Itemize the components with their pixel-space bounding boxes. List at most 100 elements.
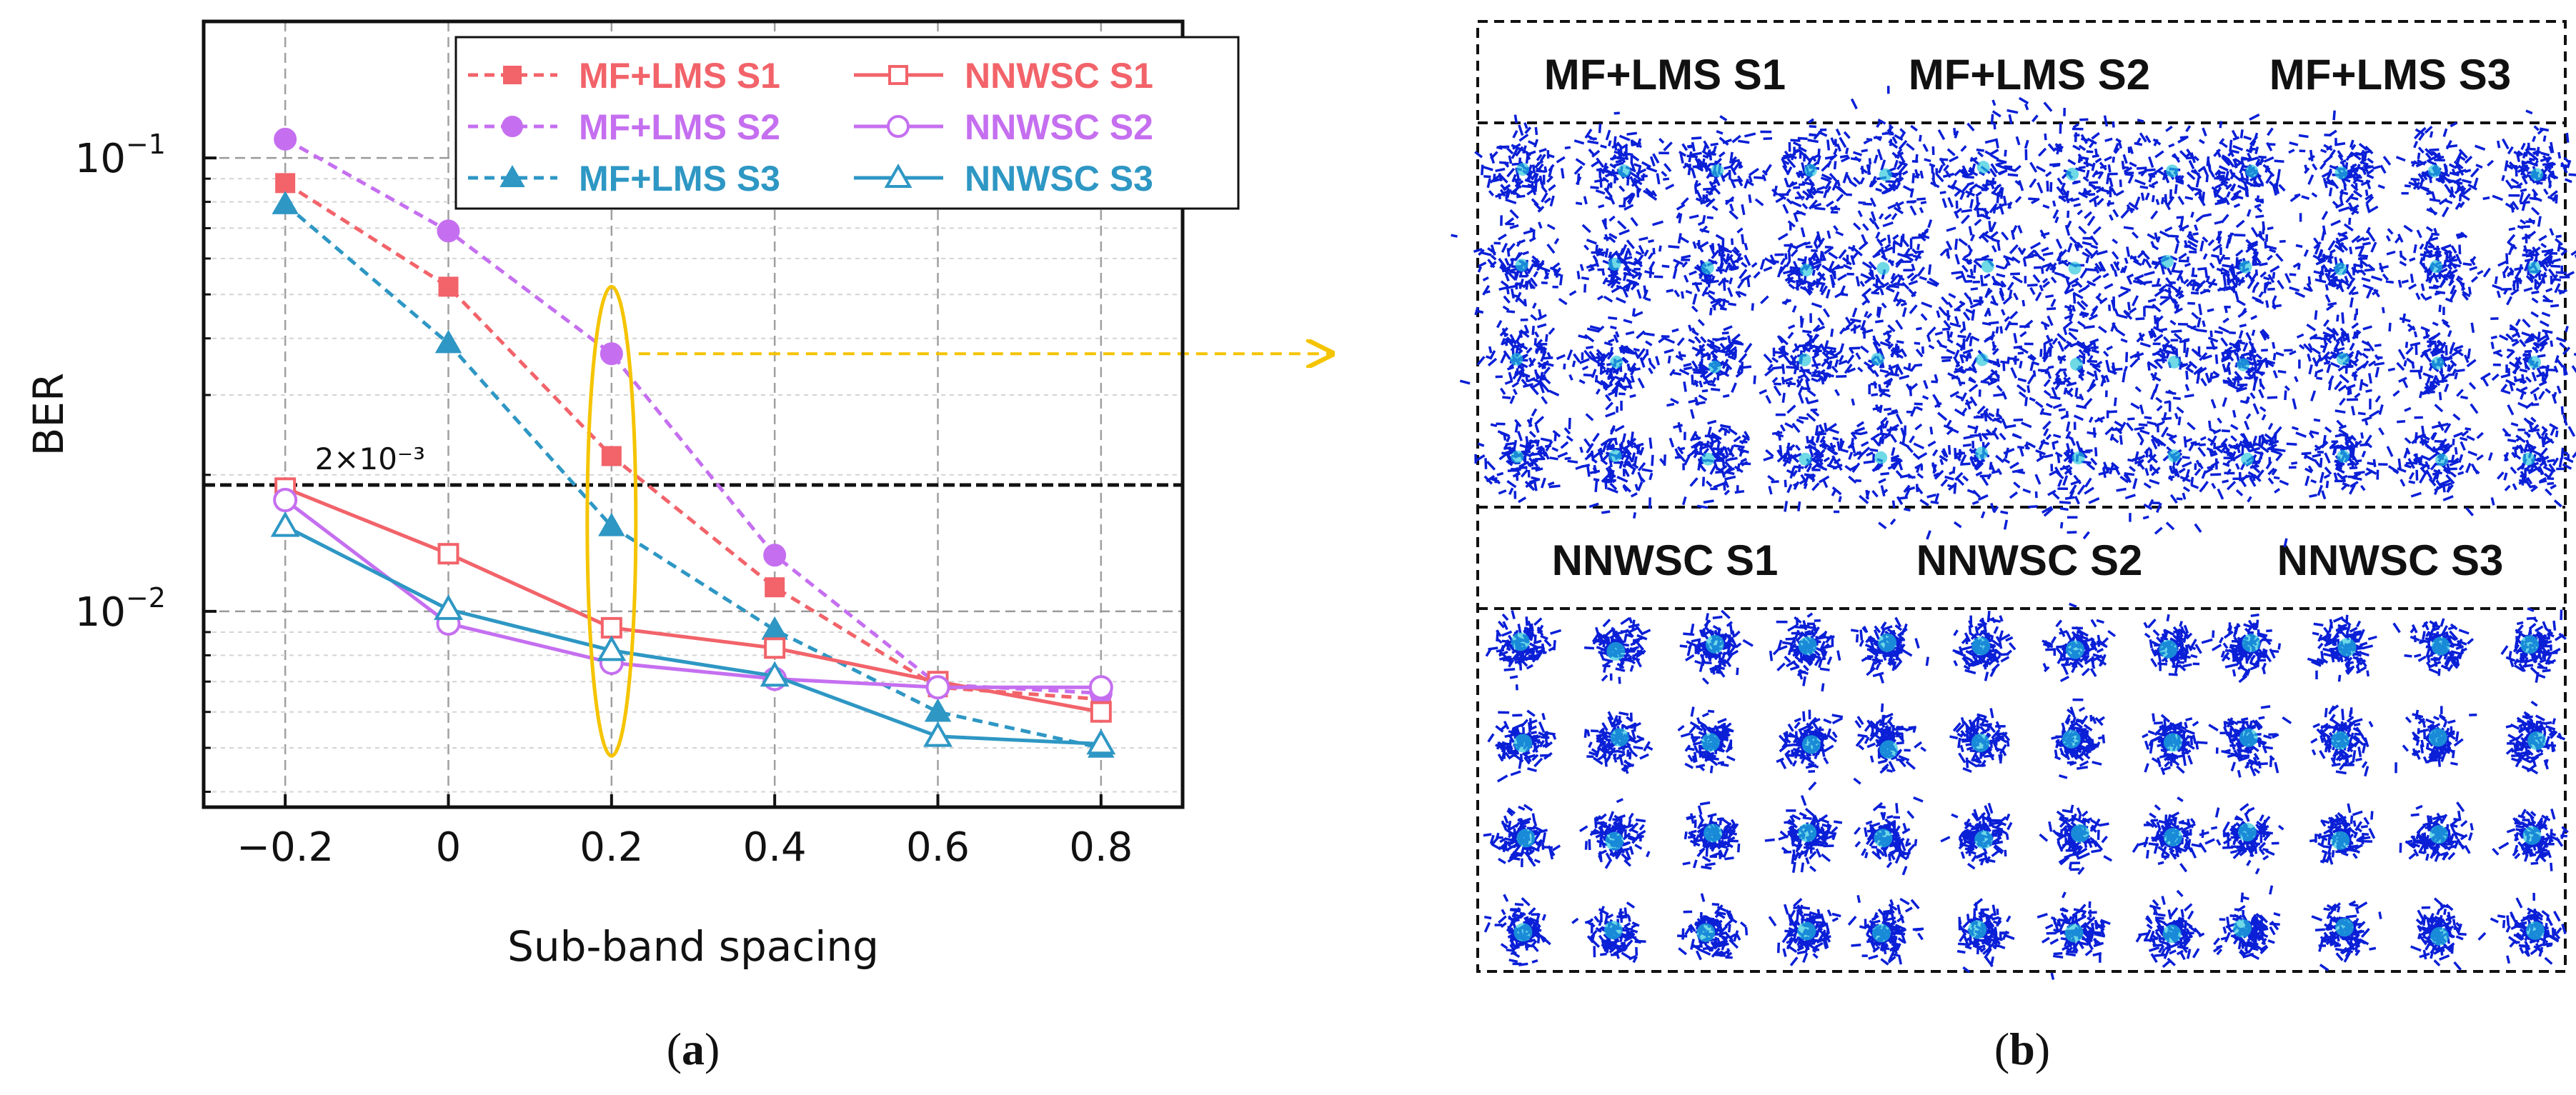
legend-item: NNWSC S1 (854, 56, 1153, 96)
series-mf-lms-s2 (274, 127, 1113, 705)
data-point (924, 698, 952, 722)
constellation-cluster-core (1968, 920, 1987, 939)
constellation-cluster-core (1976, 161, 1990, 174)
constellation-cluster-core (2527, 731, 2547, 750)
series-line (284, 181, 1102, 701)
constellation-cluster-core (1711, 164, 1724, 177)
constellation-cluster-core (2520, 635, 2540, 654)
constellation-cluster-core (1603, 921, 1623, 940)
legend-item: MF+LMS S1 (468, 56, 780, 96)
data-point (272, 191, 299, 214)
x-tick-label: 0 (436, 824, 462, 871)
constellation-cluster-core (1608, 449, 1622, 463)
data-point (600, 616, 622, 639)
threshold-line: 2×10⁻³ (204, 441, 1183, 487)
data-point (1086, 729, 1116, 755)
constellation-cluster-core (1874, 829, 1893, 848)
constellation-cluster-core (2431, 636, 2450, 656)
constellations (1451, 86, 2576, 980)
constellation-cluster-core (2064, 924, 2084, 943)
constellation-cluster-core (1701, 733, 1720, 752)
constellation-cluster-core (1511, 632, 1530, 651)
caption-b: (b) (1994, 1024, 2050, 1074)
constellation-cluster-core (2331, 731, 2350, 750)
constellation-cluster-core (2072, 451, 2085, 465)
x-tick-label: 0.6 (906, 824, 970, 871)
constellation-cluster-core (1701, 261, 1714, 275)
y-axis-ticks: 10−1 10−2 (75, 20, 217, 794)
constellation-cluster-core (1879, 740, 1899, 759)
constellation-mflms-s3 (2182, 109, 2576, 548)
constellation-cluster-core (1617, 164, 1631, 178)
legend-item: MF+LMS S2 (468, 107, 780, 147)
data-point (764, 637, 786, 659)
constellation-cluster-core (2071, 824, 2090, 843)
constellation-cluster-core (1701, 452, 1715, 466)
constellation-cluster-core (1975, 446, 1989, 460)
constellation-cluster-core (1801, 735, 1821, 754)
plot-frame (202, 19, 1185, 809)
constellation-cluster-core (2430, 825, 2449, 844)
threshold-label: 2×10⁻³ (315, 441, 425, 476)
series-line (284, 499, 1101, 689)
constellation-cluster-core (2527, 356, 2541, 369)
constellation-cluster-core (1975, 353, 1989, 366)
constellation-cluster-core (1871, 924, 1891, 943)
series-line (284, 524, 1101, 746)
title-mflms-s2: MF+LMS S2 (1909, 51, 2150, 99)
constellation-cluster-core (1708, 360, 1721, 374)
constellation-cluster-core (2430, 926, 2450, 946)
constellation-cluster-core (2165, 164, 2179, 178)
data-point (437, 219, 460, 243)
data-point (760, 661, 790, 687)
title-mflms-s1: MF+LMS S1 (1544, 51, 1786, 99)
ber-chart: 2×10⁻³ −0.2 0 0.2 0.4 0.6 0.8 10−1 10−2 Sub-ba… (24, 19, 1329, 971)
constellation-mflms-s1 (1451, 111, 1864, 519)
constellation-cluster-core (2527, 261, 2541, 274)
constellation-cluster-core (1610, 355, 1623, 369)
constellation-cluster-core (1798, 823, 1817, 842)
constellation-points (1792, 86, 2280, 540)
constellation-cluster-core (2525, 921, 2545, 940)
legend-item: NNWSC S2 (854, 107, 1153, 147)
data-point (437, 543, 459, 565)
title-mflms-s3: MF+LMS S3 (2269, 51, 2511, 99)
data-point (1088, 675, 1113, 700)
constellation-cluster-core (1797, 921, 1816, 941)
constellation-cluster-core (2162, 924, 2182, 944)
legend-marker (499, 164, 525, 187)
data-point (1090, 701, 1112, 723)
constellation-cluster-core (2062, 729, 2081, 749)
constellation-cluster-core (2069, 357, 2083, 371)
constellation-cluster-core (1511, 450, 1524, 464)
legend-item: MF+LMS S3 (468, 159, 780, 199)
x-tick-label: 0.8 (1069, 824, 1133, 871)
constellation-cluster-core (1799, 452, 1812, 466)
data-point (601, 446, 622, 466)
y-tick-label: 10−2 (75, 582, 166, 636)
constellation-cluster-core (2435, 453, 2449, 466)
constellation-cluster-core (2427, 164, 2441, 178)
constellation-cluster-core (2066, 167, 2079, 181)
legend-label: MF+LMS S3 (579, 159, 780, 199)
legend-item: NNWSC S3 (854, 159, 1153, 199)
x-tick-label: 0.4 (743, 824, 807, 871)
data-point (923, 721, 953, 747)
constellation-panel: MF+LMS S1 MF+LMS S2 MF+LMS S3 NNWSC S1 N… (1451, 20, 2576, 980)
constellation-cluster-core (2241, 452, 2254, 466)
constellation-cluster-core (1799, 264, 1813, 277)
legend-marker (887, 115, 910, 138)
legend-label: MF+LMS S2 (579, 107, 780, 147)
constellation-cluster-core (2430, 260, 2443, 274)
constellation-cluster-core (2068, 261, 2082, 275)
constellation-cluster-core (1798, 636, 1817, 656)
constellation-cluster-core (1510, 352, 1523, 366)
constellation-cluster-core (1879, 168, 1892, 181)
constellation-cluster-core (1705, 634, 1724, 654)
constellation-cluster-core (2245, 164, 2259, 178)
constellation-cluster-core (2431, 356, 2445, 370)
series-nnwsc-s3 (270, 511, 1116, 755)
highlight-ellipse (585, 284, 638, 758)
legend-label: MF+LMS S1 (579, 56, 780, 96)
